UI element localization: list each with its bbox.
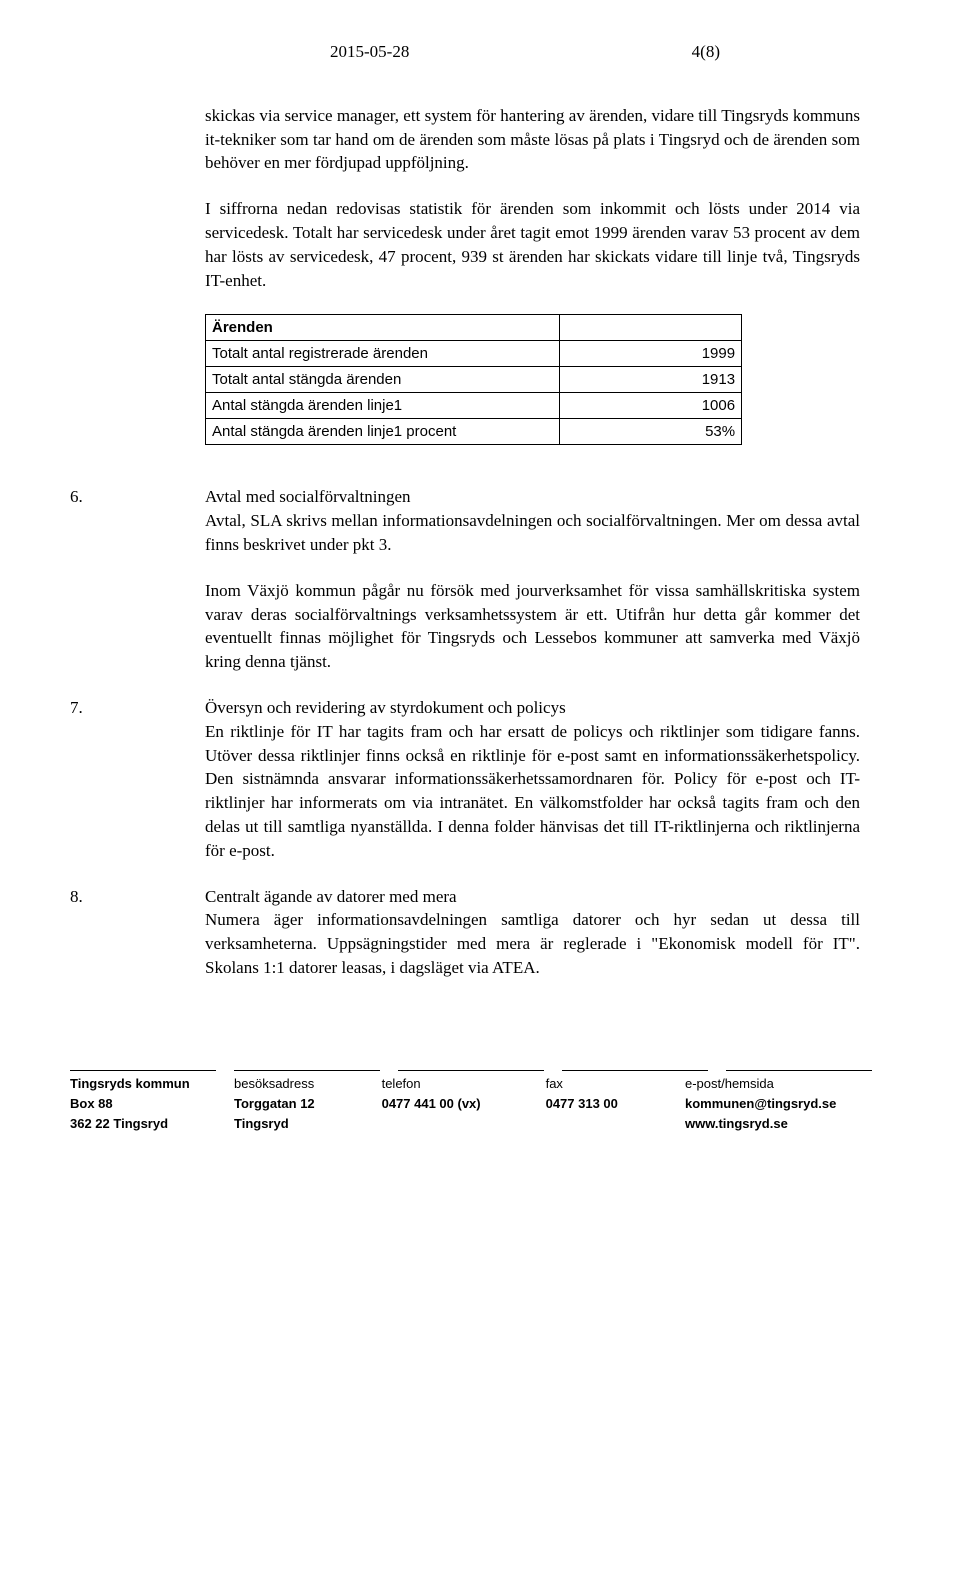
section-text: En riktlinje för IT har tagits fram och … [205,722,860,860]
arenden-table: Ärenden Totalt antal registrerade ärende… [205,314,742,445]
section-number: 7. [70,696,205,863]
table-row: Ärenden [206,315,742,341]
table-cell-value: 1006 [559,393,741,419]
footer-box: Box 88 [70,1093,234,1113]
footer-row-headers: Tingsryds kommun besöksadress telefon fa… [70,1073,890,1093]
table-row: Antal stängda ärenden linje1 1006 [206,393,742,419]
table-row: Totalt antal registrerade ärenden 1999 [206,341,742,367]
footer-web: www.tingsryd.se [685,1113,890,1133]
footer-empty [546,1113,685,1133]
header-page: 4(8) [692,40,720,64]
section-paragraph: Centralt ägande av datorer med mera Numer… [205,885,860,980]
section-number: 8. [70,885,205,980]
section-6: 6. Avtal med socialförvaltningen Avtal, S… [70,485,890,674]
section-7: 7. Översyn och revidering av styrdokumen… [70,696,890,863]
footer-email: kommunen@tingsryd.se [685,1093,890,1113]
section-text: Numera äger informationsavdelningen samt… [205,910,860,977]
header-date: 2015-05-28 [330,40,409,64]
footer-fax: 0477 313 00 [546,1093,685,1113]
section-body: Centralt ägande av datorer med mera Numer… [205,885,890,980]
section-title: Översyn och revidering av styrdokument o… [205,698,566,717]
footer-phone-label: telefon [382,1073,546,1093]
section-paragraph: Översyn och revidering av styrdokument o… [205,696,860,863]
table-cell-value: 1999 [559,341,741,367]
table-row: Totalt antal stängda ärenden 1913 [206,367,742,393]
section-paragraph: Avtal med socialförvaltningen Avtal, SLA … [205,485,860,556]
section-title: Avtal med socialförvaltningen [205,487,411,506]
table-header-empty [559,315,741,341]
footer-row-1: Box 88 Torggatan 12 0477 441 00 (vx) 047… [70,1093,890,1113]
content-indented: skickas via service manager, ett system … [70,104,890,446]
footer-fax-label: fax [546,1073,685,1093]
section-body: Översyn och revidering av styrdokument o… [205,696,890,863]
footer-org: Tingsryds kommun [70,1073,234,1093]
section-title: Centralt ägande av datorer med mera [205,887,457,906]
section-number: 6. [70,485,205,674]
section-text: Avtal, SLA skrivs mellan informationsavd… [205,511,860,554]
paragraph-1: skickas via service manager, ett system … [205,104,860,175]
footer-street: Torggatan 12 [234,1093,382,1113]
table-header-label: Ärenden [206,315,560,341]
table-row: Antal stängda ärenden linje1 procent 53% [206,419,742,445]
footer-email-label: e-post/hemsida [685,1073,890,1093]
page-footer: Tingsryds kommun besöksadress telefon fa… [70,1070,890,1134]
table-cell-value: 1913 [559,367,741,393]
section-8: 8. Centralt ägande av datorer med mera Nu… [70,885,890,980]
section-body: Avtal med socialförvaltningen Avtal, SLA … [205,485,890,674]
footer-city: Tingsryd [234,1113,382,1133]
table-cell-value: 53% [559,419,741,445]
footer-phone: 0477 441 00 (vx) [382,1093,546,1113]
table-cell-label: Totalt antal registrerade ärenden [206,341,560,367]
footer-empty [382,1113,546,1133]
table-cell-label: Antal stängda ärenden linje1 [206,393,560,419]
table-cell-label: Totalt antal stängda ärenden [206,367,560,393]
table-cell-label: Antal stängda ärenden linje1 procent [206,419,560,445]
section-paragraph: Inom Växjö kommun pågår nu försök med jo… [205,579,860,674]
footer-postal: 362 22 Tingsryd [70,1113,234,1133]
footer-row-2: 362 22 Tingsryd Tingsryd www.tingsryd.se [70,1113,890,1133]
paragraph-2: I siffrorna nedan redovisas statistik fö… [205,197,860,292]
footer-address-label: besöksadress [234,1073,382,1093]
page-header: 2015-05-28 4(8) [70,40,890,64]
footer-table: Tingsryds kommun besöksadress telefon fa… [70,1073,890,1134]
